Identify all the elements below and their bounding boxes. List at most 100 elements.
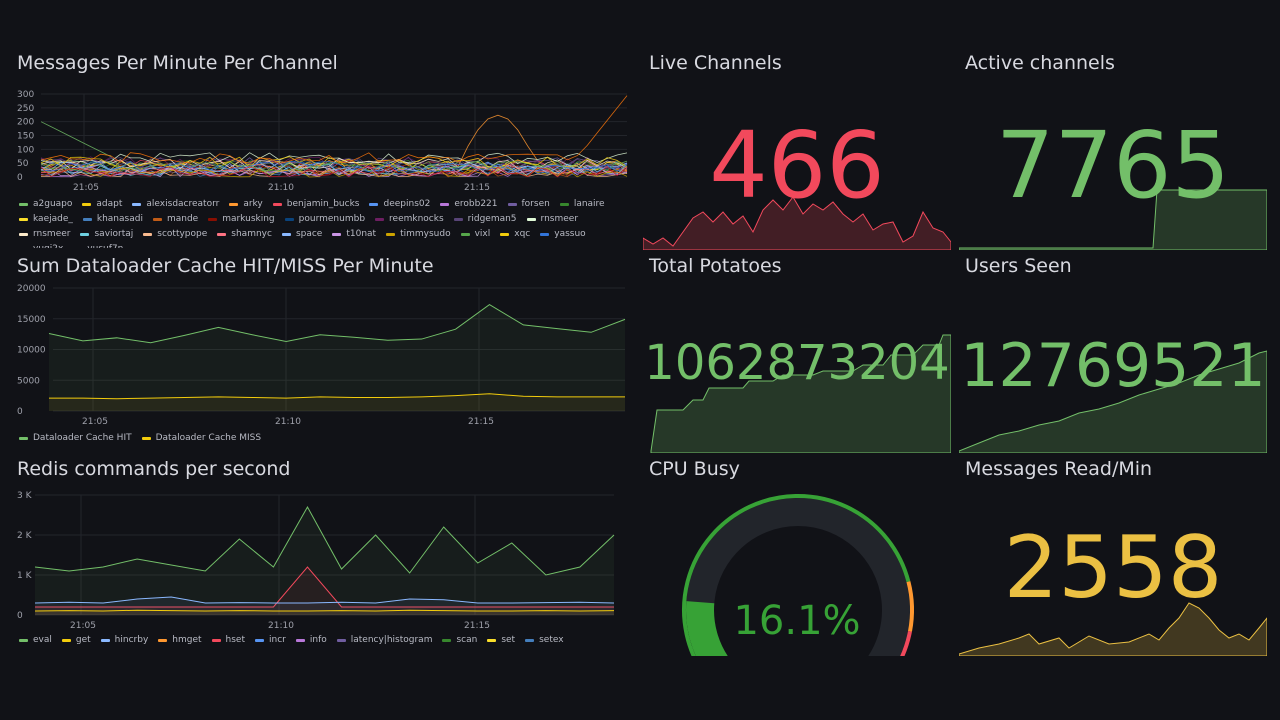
legend-item[interactable]: deepins02: [369, 199, 430, 210]
panel-title: Messages Per Minute Per Channel: [17, 52, 338, 74]
y-tick-label: 15000: [17, 315, 46, 325]
legend-item[interactable]: kaejade_: [19, 214, 73, 225]
legend-item[interactable]: rnsmeer: [526, 214, 578, 225]
legend-item[interactable]: pourmenumbb: [284, 214, 366, 225]
x-tick-label: 21:10: [268, 621, 294, 631]
legend-swatch: [525, 639, 535, 642]
legend-item[interactable]: set: [487, 635, 515, 646]
y-tick-label: 10000: [17, 346, 46, 356]
legend-swatch: [229, 203, 239, 206]
legend-label: t10nat: [346, 229, 377, 239]
legend-swatch: [375, 218, 385, 221]
series-line: [40, 164, 628, 176]
legend-swatch: [19, 639, 28, 642]
legend-item[interactable]: reemknocks: [375, 214, 444, 225]
legend-label: incr: [269, 635, 286, 645]
messages-read-sparkline: [959, 602, 1267, 656]
legend-item[interactable]: eval: [19, 635, 52, 646]
legend-item[interactable]: scan: [442, 635, 477, 646]
series-line: [40, 152, 628, 165]
legend-item[interactable]: incr: [255, 635, 286, 646]
legend-label: pourmenumbb: [298, 214, 366, 224]
legend-label: latency|histogram: [350, 635, 433, 645]
legend-item[interactable]: arky: [229, 199, 263, 210]
live-channels-value: 466: [709, 112, 885, 219]
legend-item[interactable]: khanasadi: [82, 214, 143, 225]
series-line-dataloader-cache-hit: [48, 304, 626, 344]
y-tick-label: 20000: [17, 284, 46, 294]
x-tick-label: 21:05: [73, 183, 99, 193]
legend-item[interactable]: rnsmeer: [19, 229, 70, 240]
legend-item[interactable]: markusking: [208, 214, 275, 225]
legend-item[interactable]: alexisdacreatorr: [132, 199, 219, 210]
legend-label: rnsmeer: [33, 229, 71, 239]
legend-item[interactable]: lanaire: [559, 199, 605, 210]
legend-swatch: [211, 639, 221, 642]
legend-item[interactable]: setex: [525, 635, 564, 646]
legend-label: info: [309, 635, 327, 645]
legend-label: setex: [539, 635, 564, 645]
y-tick-label: 150: [17, 132, 34, 142]
legend-item[interactable]: hincrby: [100, 635, 148, 646]
legend-item[interactable]: mande: [152, 214, 198, 225]
legend-swatch: [158, 639, 168, 642]
series-area: [49, 393, 625, 411]
x-tick-label: 21:15: [464, 621, 490, 631]
gauge-value-arc: [686, 601, 728, 656]
legend-item[interactable]: yassuo: [540, 229, 586, 240]
legend-item[interactable]: t10nat: [332, 229, 376, 240]
legend-item[interactable]: space: [281, 229, 322, 240]
redis-legend: eval get hincrby hmget hset incr info latency|h…: [19, 635, 629, 646]
y-tick-label: 100: [17, 145, 34, 155]
y-tick-label: 1 K: [17, 571, 33, 581]
legend-item[interactable]: erobb221: [440, 199, 498, 210]
legend-item[interactable]: xqc: [500, 229, 530, 240]
total-potatoes-sparkline: [650, 334, 951, 453]
legend-label: adapt: [96, 199, 123, 209]
panel-title: CPU Busy: [649, 458, 740, 480]
legend-item[interactable]: shamnyc: [217, 229, 272, 240]
legend-swatch: [442, 639, 452, 642]
legend-item[interactable]: forsen: [507, 199, 550, 210]
legend-item[interactable]: Dataloader Cache MISS: [141, 433, 261, 444]
legend-label: khanasadi: [96, 214, 143, 224]
legend-item[interactable]: yugi2x: [19, 244, 63, 248]
legend-label: vixl: [474, 229, 491, 239]
legend-item[interactable]: hset: [211, 635, 245, 646]
dataloader-legend: Dataloader Cache HIT Dataloader Cache MIS…: [19, 433, 629, 444]
legend-item[interactable]: hmget: [158, 635, 202, 646]
series-line-get: [34, 609, 615, 612]
legend-item[interactable]: saviortaj: [80, 229, 133, 240]
legend-swatch: [82, 203, 92, 206]
legend-swatch: [152, 218, 162, 221]
legend-swatch: [141, 437, 151, 440]
legend-label: yugi2x: [33, 244, 63, 248]
series-area: [35, 567, 614, 615]
legend-label: ridgeman5: [467, 214, 517, 224]
legend-item[interactable]: vixl: [460, 229, 491, 240]
y-tick-label: 2 K: [17, 531, 33, 541]
legend-swatch: [281, 233, 291, 236]
legend-item[interactable]: info: [295, 635, 327, 646]
panel-title: Redis commands per second: [17, 458, 291, 480]
legend-item[interactable]: benjamin_bucks: [272, 199, 359, 210]
legend-swatch: [217, 233, 227, 236]
legend-swatch: [132, 203, 142, 206]
panel-title: Active channels: [965, 52, 1115, 74]
legend-label: lanaire: [573, 199, 605, 209]
legend-item[interactable]: get: [61, 635, 91, 646]
legend-item[interactable]: yusuf7n: [73, 244, 123, 248]
legend-item[interactable]: timmysudo: [386, 229, 451, 240]
legend-swatch: [500, 233, 510, 236]
legend-item[interactable]: Dataloader Cache HIT: [19, 433, 132, 444]
legend-item[interactable]: latency|histogram: [336, 635, 433, 646]
legend-label: set: [501, 635, 516, 645]
legend-item[interactable]: scottypope: [143, 229, 207, 240]
users-seen-sparkline: [959, 350, 1267, 453]
legend-item[interactable]: ridgeman5: [453, 214, 517, 225]
legend-item[interactable]: a2guapo: [19, 199, 72, 210]
legend-item[interactable]: adapt: [82, 199, 122, 210]
legend-label: kaejade_: [33, 214, 73, 224]
legend-swatch: [386, 233, 396, 236]
legend-swatch: [540, 233, 550, 236]
